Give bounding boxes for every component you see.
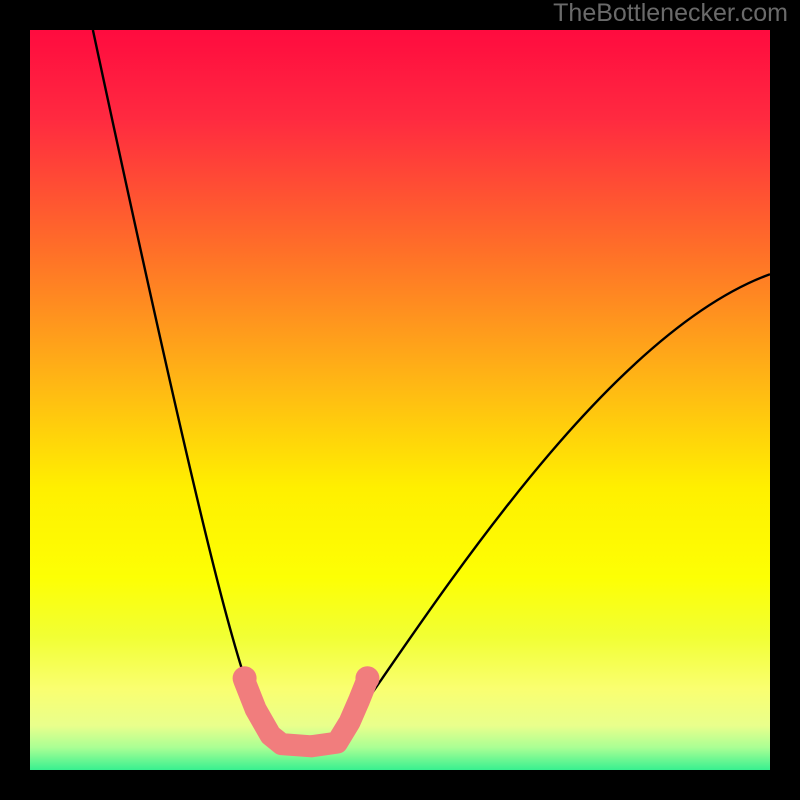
watermark-text: TheBottlenecker.com bbox=[553, 0, 788, 26]
highlight-end-dot bbox=[355, 666, 379, 690]
highlight-end-dot bbox=[233, 666, 257, 690]
chart-container: TheBottlenecker.com bbox=[0, 0, 800, 800]
gradient-background bbox=[30, 30, 770, 770]
bottleneck-chart bbox=[0, 0, 800, 800]
